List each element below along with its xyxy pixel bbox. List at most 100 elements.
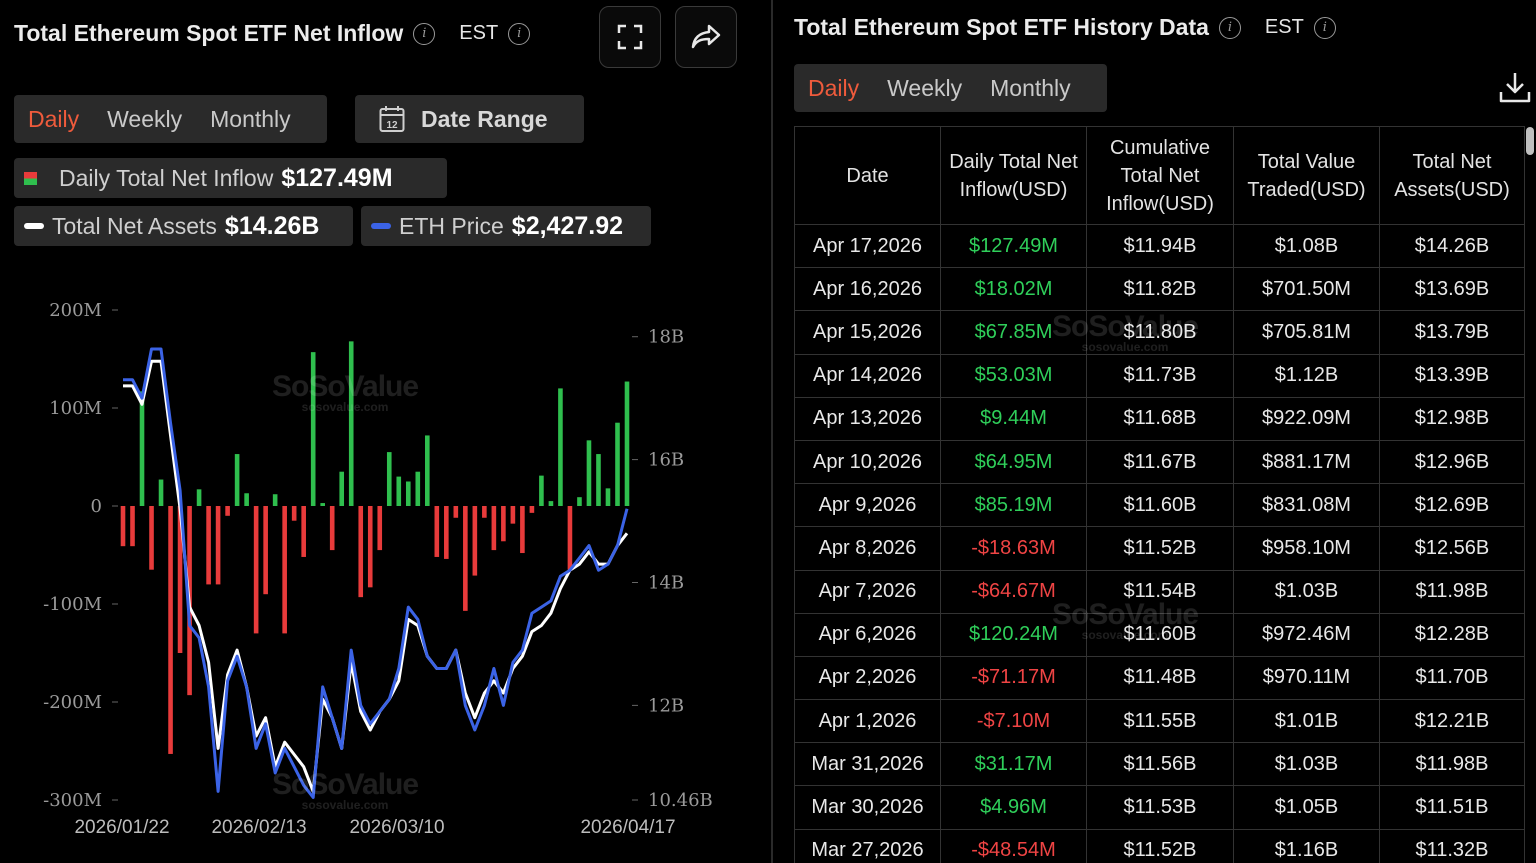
table-row[interactable]: Apr 8,2026 -$18.63M $11.52B $958.10M $12.56B bbox=[794, 526, 1525, 571]
cell-cumulative: $11.53B bbox=[1086, 785, 1234, 830]
cell-date: Mar 27,2026 bbox=[794, 828, 941, 863]
left-axis-label: -300M bbox=[43, 790, 102, 811]
table-row[interactable]: Mar 31,2026 $31.17M $11.56B $1.03B $11.98B bbox=[794, 742, 1525, 787]
cell-assets: $12.28B bbox=[1379, 612, 1525, 657]
cell-inflow: $53.03M bbox=[940, 353, 1087, 398]
table-row[interactable]: Apr 9,2026 $85.19M $11.60B $831.08M $12.69B bbox=[794, 483, 1525, 528]
calendar-icon: 12 bbox=[379, 106, 405, 132]
cell-cumulative: $11.55B bbox=[1086, 699, 1234, 744]
download-button[interactable] bbox=[1498, 70, 1532, 109]
share-button[interactable] bbox=[675, 6, 737, 68]
table-row[interactable]: Apr 16,2026 $18.02M $11.82B $701.50M $13.69B bbox=[794, 267, 1525, 312]
cell-assets: $12.98B bbox=[1379, 396, 1525, 441]
net-inflow-panel: Total Ethereum Spot ETF Net Inflow i EST… bbox=[0, 6, 770, 840]
inflow-bar bbox=[301, 506, 306, 557]
inflow-bar bbox=[491, 506, 497, 551]
table-row[interactable]: Apr 13,2026 $9.44M $11.68B $922.09M $12.98B bbox=[794, 396, 1525, 441]
cell-assets: $11.51B bbox=[1379, 785, 1525, 830]
col-date[interactable]: Date bbox=[794, 126, 941, 225]
cell-cumulative: $11.60B bbox=[1086, 483, 1234, 528]
table-row[interactable]: Apr 17,2026 $127.49M $11.94B $1.08B $14.26B bbox=[794, 223, 1525, 269]
col-cumulative-inflow[interactable]: Cumulative Total Net Inflow(USD) bbox=[1086, 126, 1234, 225]
cell-inflow: -$48.54M bbox=[940, 828, 1087, 863]
cell-cumulative: $11.73B bbox=[1086, 353, 1234, 398]
tab-daily[interactable]: Daily bbox=[28, 105, 80, 132]
legend-inflow-value: $127.49M bbox=[281, 163, 393, 192]
cell-traded: $705.81M bbox=[1233, 310, 1380, 355]
x-axis-label: 2026/04/17 bbox=[580, 817, 675, 838]
cell-date: Apr 1,2026 bbox=[794, 699, 941, 744]
left-axis-label: 200M bbox=[49, 300, 102, 321]
cell-traded: $970.11M bbox=[1233, 655, 1380, 701]
legend-inflow[interactable]: Daily Total Net Inflow $127.49M bbox=[14, 158, 447, 198]
cell-date: Apr 8,2026 bbox=[794, 526, 941, 571]
cell-inflow: $31.17M bbox=[940, 742, 1087, 787]
inflow-bar bbox=[168, 506, 173, 754]
info-icon[interactable]: i bbox=[1218, 16, 1241, 39]
share-icon bbox=[691, 24, 721, 49]
timezone-info-icon[interactable]: i bbox=[508, 22, 531, 45]
table-row[interactable]: Apr 1,2026 -$7.10M $11.55B $1.01B $12.21B bbox=[794, 699, 1525, 744]
calendar-day: 12 bbox=[386, 120, 398, 131]
info-icon[interactable]: i bbox=[413, 22, 436, 45]
legend-assets[interactable]: Total Net Assets $14.26B bbox=[14, 206, 353, 246]
inflow-bar bbox=[567, 506, 573, 570]
cell-cumulative: $11.68B bbox=[1086, 396, 1234, 441]
inflow-bar bbox=[386, 452, 392, 506]
table-scrollbar[interactable] bbox=[1526, 127, 1534, 155]
table-row[interactable]: Apr 10,2026 $64.95M $11.67B $881.17M $12.96B bbox=[794, 439, 1525, 485]
x-axis-label: 2026/01/22 bbox=[74, 817, 169, 838]
tab-daily[interactable]: Daily bbox=[808, 74, 860, 101]
cell-inflow: -$71.17M bbox=[940, 655, 1087, 701]
inflow-bar bbox=[367, 506, 373, 588]
inflow-bar bbox=[225, 506, 230, 516]
inflow-bar bbox=[120, 506, 126, 547]
cell-cumulative: $11.80B bbox=[1086, 310, 1234, 355]
table-row[interactable]: Apr 7,2026 -$64.67M $11.54B $1.03B $11.98B bbox=[794, 569, 1525, 614]
inflow-bar bbox=[463, 506, 468, 611]
cell-traded: $1.16B bbox=[1233, 828, 1380, 863]
tab-monthly[interactable]: Monthly bbox=[210, 105, 291, 132]
timezone-info-icon[interactable]: i bbox=[1313, 16, 1336, 39]
left-axis-label: 0 bbox=[91, 496, 102, 517]
inflow-bar bbox=[577, 497, 582, 506]
inflow-bar bbox=[196, 489, 202, 506]
tab-weekly[interactable]: Weekly bbox=[107, 105, 183, 132]
cell-assets: $12.69B bbox=[1379, 483, 1525, 528]
inflow-bar bbox=[510, 506, 516, 524]
fullscreen-button[interactable] bbox=[599, 6, 661, 68]
table-row[interactable]: Apr 6,2026 $120.24M $11.60B $972.46M $12.28B bbox=[794, 612, 1525, 657]
table-row[interactable]: Mar 27,2026 -$48.54M $11.52B $1.16B $11.32B bbox=[794, 828, 1525, 863]
cell-date: Apr 6,2026 bbox=[794, 612, 941, 657]
cell-date: Mar 30,2026 bbox=[794, 785, 941, 830]
chart-title: Total Ethereum Spot ETF Net Inflow bbox=[14, 20, 404, 46]
cell-inflow: $64.95M bbox=[940, 439, 1087, 485]
inflow-bar bbox=[177, 506, 183, 653]
date-range-button[interactable]: 12 Date Range bbox=[355, 95, 584, 143]
inflow-bar bbox=[339, 471, 345, 506]
inflow-bar bbox=[139, 391, 145, 506]
cell-date: Apr 16,2026 bbox=[794, 267, 941, 312]
assets-swatch bbox=[24, 223, 44, 229]
cell-traded: $1.05B bbox=[1233, 785, 1380, 830]
table-row[interactable]: Apr 14,2026 $53.03M $11.73B $1.12B $13.39B bbox=[794, 353, 1525, 398]
tab-monthly[interactable]: Monthly bbox=[990, 74, 1071, 101]
inflow-chart[interactable]: 200M 100M 0 -100M -200M -300M 18B 16B 14B 12B 10.4… bbox=[0, 280, 770, 840]
table-row[interactable]: Apr 15,2026 $67.85M $11.80B $705.81M $13.79B bbox=[794, 310, 1525, 355]
table-header-row: Date Daily Total Net Inflow(USD) Cumulat… bbox=[794, 126, 1525, 225]
left-axis-label: -100M bbox=[43, 594, 102, 615]
cell-date: Apr 15,2026 bbox=[794, 310, 941, 355]
cell-traded: $831.08M bbox=[1233, 483, 1380, 528]
legend-price[interactable]: ETH Price $2,427.92 bbox=[361, 206, 651, 246]
col-net-assets[interactable]: Total Net Assets(USD) bbox=[1379, 126, 1525, 225]
table-row[interactable]: Apr 2,2026 -$71.17M $11.48B $970.11M $11.70B bbox=[794, 655, 1525, 701]
col-value-traded[interactable]: Total Value Traded(USD) bbox=[1233, 126, 1380, 225]
cell-inflow: $67.85M bbox=[940, 310, 1087, 355]
inflow-bar bbox=[615, 422, 620, 506]
col-daily-inflow[interactable]: Daily Total Net Inflow(USD) bbox=[940, 126, 1087, 225]
cell-cumulative: $11.54B bbox=[1086, 569, 1234, 614]
inflow-bar bbox=[291, 506, 297, 521]
tab-weekly[interactable]: Weekly bbox=[887, 74, 963, 101]
cell-inflow: -$7.10M bbox=[940, 699, 1087, 744]
table-row[interactable]: Mar 30,2026 $4.96M $11.53B $1.05B $11.51B bbox=[794, 785, 1525, 830]
